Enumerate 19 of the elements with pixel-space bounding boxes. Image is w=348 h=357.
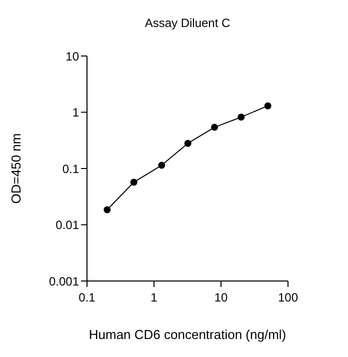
y-tick-label: 0.1 bbox=[62, 162, 80, 176]
y-axis-title: OD=450 nm bbox=[8, 133, 24, 204]
y-tick-label: 0.01 bbox=[56, 218, 80, 232]
x-tick-label: 100 bbox=[278, 290, 298, 305]
chart-title: Assay Diluent C bbox=[144, 16, 232, 30]
point bbox=[264, 102, 272, 110]
y-tick-label: 1 bbox=[72, 106, 80, 120]
y-tick-label: 10 bbox=[66, 49, 80, 64]
point bbox=[130, 178, 138, 186]
point bbox=[104, 206, 111, 214]
y-tick-label: 0.001 bbox=[48, 274, 80, 288]
x-tick-label: 0.1 bbox=[78, 290, 96, 305]
point bbox=[184, 140, 192, 147]
x-tick-label: 1 bbox=[150, 290, 158, 305]
point bbox=[158, 162, 166, 169]
x-tick-label: 10 bbox=[214, 290, 228, 305]
point bbox=[238, 114, 245, 121]
point bbox=[211, 124, 218, 131]
x-axis-title: Human CD6 concentration (ng/ml) bbox=[88, 327, 286, 342]
